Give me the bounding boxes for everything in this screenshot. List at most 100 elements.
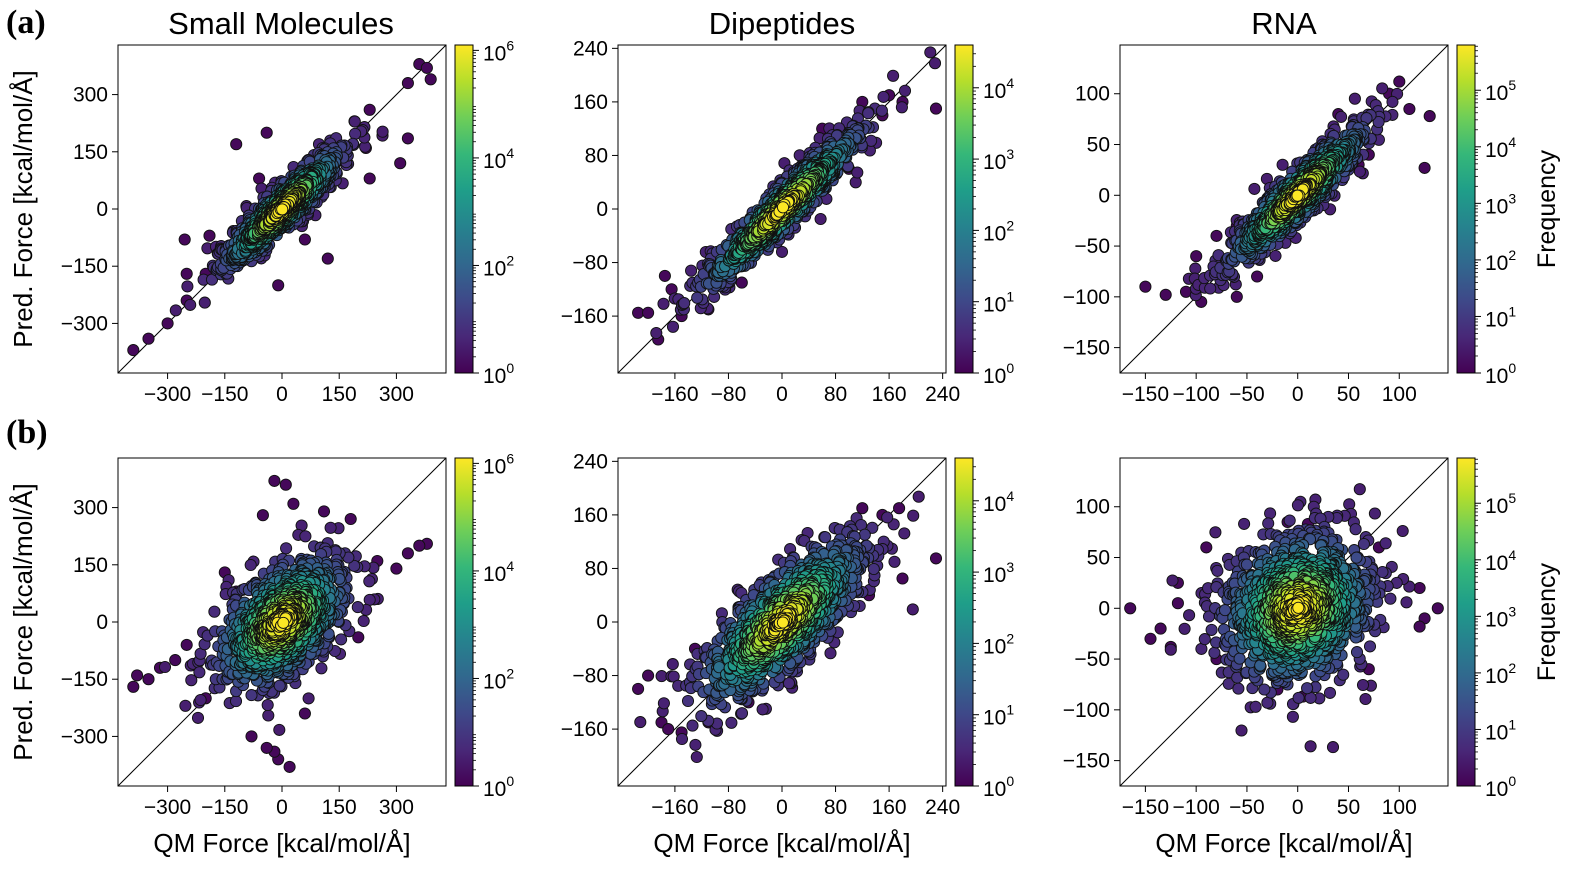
data-point [896,572,909,585]
data-point [662,723,675,736]
x-tick-label: 0 [276,383,288,406]
data-point [208,605,221,618]
scatter-points [127,474,433,773]
y-tick-label: 0 [96,611,108,634]
data-point [1353,165,1366,178]
colorbar-tick-label: 100 [483,360,514,388]
data-point [1190,250,1203,263]
data-point [363,103,376,116]
data-point [1248,182,1261,195]
x-tick-label: −300 [144,796,191,819]
data-point [272,279,285,292]
y-tick-label: −300 [61,312,108,335]
data-point [229,695,243,708]
data-point [142,332,155,345]
colorbar-tick-label: 104 [483,145,514,173]
data-point [280,542,293,555]
colorbar-tick-label: 100 [983,773,1014,801]
data-point [1335,110,1348,123]
colorbar-tick-label: 102 [483,252,514,280]
data-point [253,172,266,185]
data-point [184,298,197,311]
data-point [658,269,671,282]
data-point [912,490,925,503]
y-axis-label: Pred. Force [kcal/mol/Å] [8,70,38,347]
data-point [363,575,376,588]
data-point [1403,102,1416,116]
colorbar-tick-exponent: 0 [506,773,514,789]
colorbar-tick-base: 10 [483,257,506,280]
y-tick-label: 300 [73,497,108,520]
colorbar-tick-label: 100 [483,773,514,801]
data-point [344,512,357,526]
y-tick-label: −150 [61,668,108,691]
colorbar-tick-exponent: 0 [506,360,514,376]
data-point [650,326,663,340]
data-point [357,614,370,628]
data-point [348,559,361,572]
colorbar-tick-exponent: 2 [506,665,514,681]
data-point [898,84,912,97]
data-point [127,680,140,693]
colorbar-tick-base: 10 [483,365,506,388]
x-tick-label: 100 [1382,383,1417,406]
x-tick-label: 160 [872,383,907,406]
colorbar-tick-base: 10 [983,778,1006,801]
data-point [893,502,906,515]
panel-label-a: (a) [6,4,46,41]
data-point [302,692,315,705]
x-tick-label: −150 [1122,383,1169,406]
data-point [413,539,426,552]
colorbar-tick-label: 101 [983,702,1014,730]
data-point [315,662,328,675]
colorbar-tick-label: 102 [983,630,1014,658]
colorbar-tick-exponent: 6 [506,37,514,53]
data-point [131,669,144,682]
data-point [632,682,645,695]
data-point [352,631,365,644]
data-point [321,252,334,265]
y-tick-label: −150 [1063,337,1110,360]
x-tick-label: 240 [925,796,960,819]
data-point [335,633,348,646]
colorbar-tick-label: 106 [483,450,514,478]
data-point [666,658,679,671]
x-tick-label: 150 [322,796,357,819]
scatter-points [1139,75,1436,308]
scatter-points [127,58,437,357]
colorbar [454,457,474,787]
data-point [898,527,911,540]
y-tick-label: 240 [573,450,608,473]
data-point [756,703,769,716]
data-point [1269,249,1282,262]
data-point [858,528,871,541]
colorbar-tick-exponent: 5 [1508,77,1516,93]
data-point [401,547,414,560]
colorbar-tick-label: 102 [483,665,514,693]
data-point [1230,290,1243,303]
data-point [690,750,703,764]
data-point [862,107,875,120]
x-tick-label: −80 [711,796,747,819]
data-point [875,104,888,117]
colorbar-tick-exponent: 3 [1508,190,1516,206]
colorbar-tick-exponent: 0 [1006,773,1014,789]
data-point [776,201,790,214]
data-point [348,115,361,128]
colorbar-tick-base: 10 [483,778,506,801]
data-point [849,176,862,189]
chart-panel-a-dipeptides: −160 −80 0 80 160 240−160−8008016024010010110… [561,37,1015,406]
y-tick-label: 0 [596,611,608,634]
data-point [273,679,286,692]
colorbar-tick-exponent: 2 [1006,217,1014,233]
data-point [725,716,738,729]
data-point [194,693,207,707]
data-point [819,531,832,544]
data-point [169,304,182,317]
x-axis-label: QM Force [kcal/mol/Å] [653,828,910,858]
data-point [678,297,691,310]
data-point [681,694,695,708]
colorbar-tick-base: 10 [1485,139,1508,162]
